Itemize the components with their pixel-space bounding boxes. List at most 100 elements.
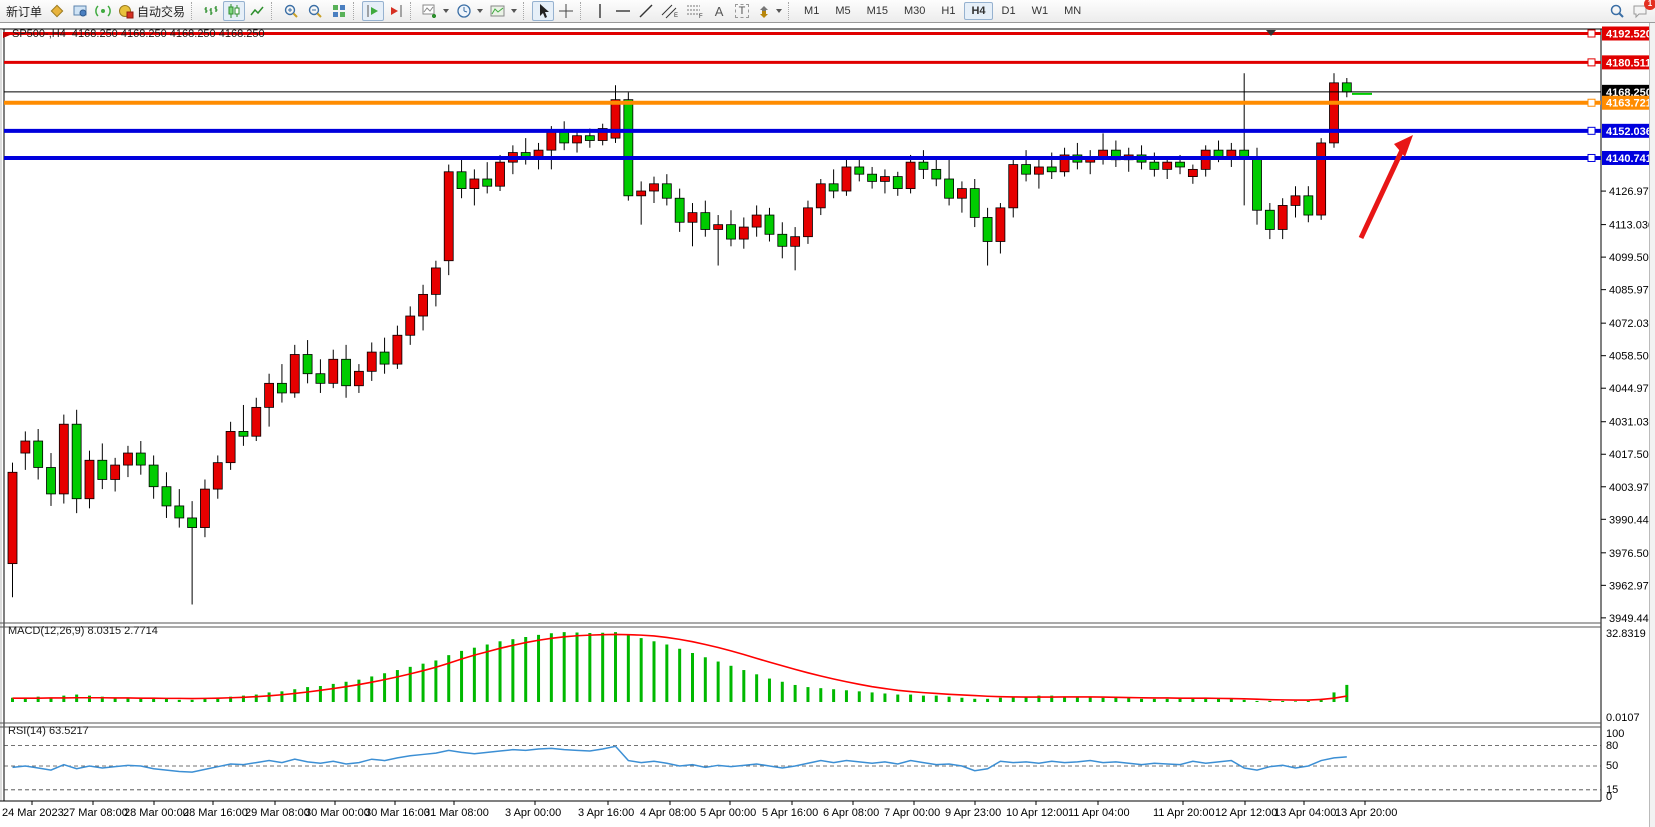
toolbar-separator xyxy=(523,2,529,20)
y-tick-label: 3949.440 xyxy=(1609,613,1655,625)
chart-context-icon[interactable] xyxy=(3,32,10,38)
line-handle[interactable] xyxy=(1587,58,1596,67)
x-tick-label: 29 Mar 08:00 xyxy=(245,807,310,819)
line-chart-mode-button[interactable] xyxy=(246,1,268,21)
candle xyxy=(392,334,403,365)
timeframe-m15-button[interactable]: M15 xyxy=(866,5,888,17)
candle xyxy=(546,130,557,151)
candle xyxy=(1341,82,1352,93)
candle xyxy=(1329,82,1339,144)
x-tick-label: 30 Mar 16:00 xyxy=(365,807,430,819)
x-tick-label: 24 Mar 2023 xyxy=(2,807,64,819)
x-tick-label: 31 Mar 08:00 xyxy=(424,807,489,819)
line-handle[interactable] xyxy=(1587,126,1596,135)
candle xyxy=(572,135,582,144)
price-chart-canvas[interactable]: 4126.970 4113.030 4099.500 4085.970 4072.030… xyxy=(0,23,1655,827)
auto-scroll-icon xyxy=(367,5,379,17)
trend-arrow-head[interactable] xyxy=(1394,135,1413,157)
new-order-button[interactable]: 新订单 xyxy=(3,1,45,21)
candle xyxy=(828,183,839,192)
bar-chart-icon xyxy=(204,6,218,15)
equidistant-channel-icon: E xyxy=(661,4,678,19)
zoom-out-button[interactable] xyxy=(304,1,327,21)
candlestick-mode-button[interactable] xyxy=(223,1,246,21)
tile-windows-icon xyxy=(333,5,346,17)
zoom-in-button[interactable] xyxy=(280,1,303,21)
trendline-tool-button[interactable] xyxy=(635,1,657,21)
candle xyxy=(905,161,916,190)
arrows-tool-button[interactable] xyxy=(754,1,785,21)
search-icon xyxy=(1610,4,1624,18)
line-chart-icon xyxy=(250,6,264,16)
cursor-tool-button[interactable] xyxy=(532,1,555,21)
market-watch-button[interactable] xyxy=(46,1,68,21)
vertical-line-tool-button[interactable] xyxy=(589,1,611,21)
line-handle[interactable] xyxy=(1587,29,1596,38)
candle xyxy=(1187,168,1198,177)
timeframe-mn-button[interactable]: MN xyxy=(1064,5,1082,17)
templates-button[interactable] xyxy=(487,1,520,21)
data-window-icon xyxy=(73,5,87,17)
chart-shift-button[interactable] xyxy=(385,1,407,21)
price-label: 4163.721 xyxy=(1606,98,1652,110)
y-tick-label: 4017.500 xyxy=(1609,449,1655,461)
timeframe-d1-button[interactable]: D1 xyxy=(1001,5,1016,17)
tile-windows-button[interactable] xyxy=(328,1,350,21)
autotrade-button[interactable]: 自动交易 xyxy=(115,1,188,21)
rsi-scale-label: 100 xyxy=(1606,728,1624,740)
candle xyxy=(892,176,903,190)
x-tick-label: 4 Apr 08:00 xyxy=(640,807,696,819)
candle xyxy=(1277,205,1288,230)
timeframe-m5-button[interactable]: M5 xyxy=(835,5,851,17)
toolbar-separator xyxy=(410,2,416,20)
candle xyxy=(738,226,749,240)
candle xyxy=(123,452,133,466)
zoom-out-icon xyxy=(308,4,322,18)
channel-tool-button[interactable]: E xyxy=(658,1,682,21)
bar-chart-mode-button[interactable] xyxy=(200,1,222,21)
x-tick-label: 12 Apr 12:00 xyxy=(1215,807,1277,819)
timeframe-m1-button[interactable]: M1 xyxy=(804,5,820,17)
candle xyxy=(841,166,852,192)
search-button[interactable] xyxy=(1606,1,1628,21)
svg-text:E: E xyxy=(674,13,678,19)
line-handle[interactable] xyxy=(1587,153,1596,162)
y-tick-label: 4003.970 xyxy=(1609,482,1655,494)
x-tick-label: 30 Mar 00:00 xyxy=(305,807,370,819)
data-window-button[interactable] xyxy=(69,1,91,21)
timeframe-h1-button[interactable]: H1 xyxy=(941,5,956,17)
autotrade-icon xyxy=(119,5,134,19)
fibonacci-tool-button[interactable]: F xyxy=(683,1,707,21)
auto-scroll-button[interactable] xyxy=(362,1,385,21)
timeframe-w1-button[interactable]: W1 xyxy=(1031,5,1049,17)
y-tick-label: 4085.970 xyxy=(1609,285,1655,297)
line-handle[interactable] xyxy=(1587,98,1596,107)
notifications-button[interactable]: 1 xyxy=(1629,0,1655,21)
template-icon xyxy=(490,5,505,17)
periods-button[interactable] xyxy=(453,1,486,21)
horizontal-line-tool-button[interactable] xyxy=(612,1,634,21)
candle xyxy=(1316,142,1327,216)
trend-arrow-annotation[interactable] xyxy=(1358,146,1406,240)
candle xyxy=(982,217,993,242)
timeframe-h4-button[interactable]: H4 xyxy=(964,2,993,20)
chart-shift-marker[interactable] xyxy=(1266,30,1276,36)
candle xyxy=(46,467,56,495)
chevron-down-icon xyxy=(776,9,783,13)
candle xyxy=(687,212,698,223)
indicators-icon xyxy=(422,4,437,18)
candle xyxy=(1290,195,1301,206)
text-tool-button[interactable]: A xyxy=(708,1,730,21)
text-label-icon: T xyxy=(734,4,750,18)
text-label-tool-button[interactable]: T xyxy=(731,1,753,21)
toolbar-separator xyxy=(271,2,277,20)
timeframe-m30-button[interactable]: M30 xyxy=(904,5,926,17)
candle xyxy=(649,183,659,192)
new-order-label: 新订单 xyxy=(6,4,43,19)
candlestick-icon xyxy=(228,4,240,18)
candle xyxy=(597,128,608,141)
crosshair-tool-button[interactable] xyxy=(555,1,577,21)
clock-icon xyxy=(457,4,471,18)
indicators-button[interactable] xyxy=(419,1,452,21)
signals-button[interactable] xyxy=(92,1,114,21)
